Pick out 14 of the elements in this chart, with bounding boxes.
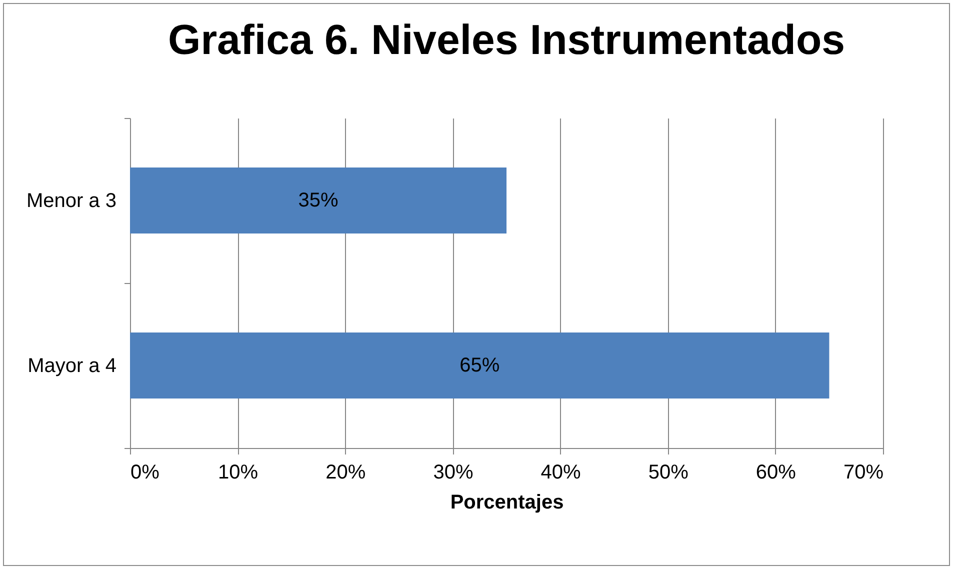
x-tick-label: 10% [218,462,258,484]
x-axis-title: Porcentajes [450,492,564,514]
x-tick-label: 60% [756,462,796,484]
x-tick-label: 50% [648,462,689,484]
chart-title: Grafica 6. Niveles Instrumentados [168,16,845,63]
x-tick-label: 0% [130,462,160,484]
data-label: 35% [298,190,338,212]
x-tick-label: 30% [433,462,474,484]
y-tick-label: Menor a 3 [26,190,116,212]
x-tick-label: 70% [843,462,884,484]
x-tick-label: 40% [540,462,582,484]
data-label: 65% [460,354,500,376]
x-tick-label: 20% [326,462,366,484]
y-tick-label: Mayor a 4 [28,355,116,377]
